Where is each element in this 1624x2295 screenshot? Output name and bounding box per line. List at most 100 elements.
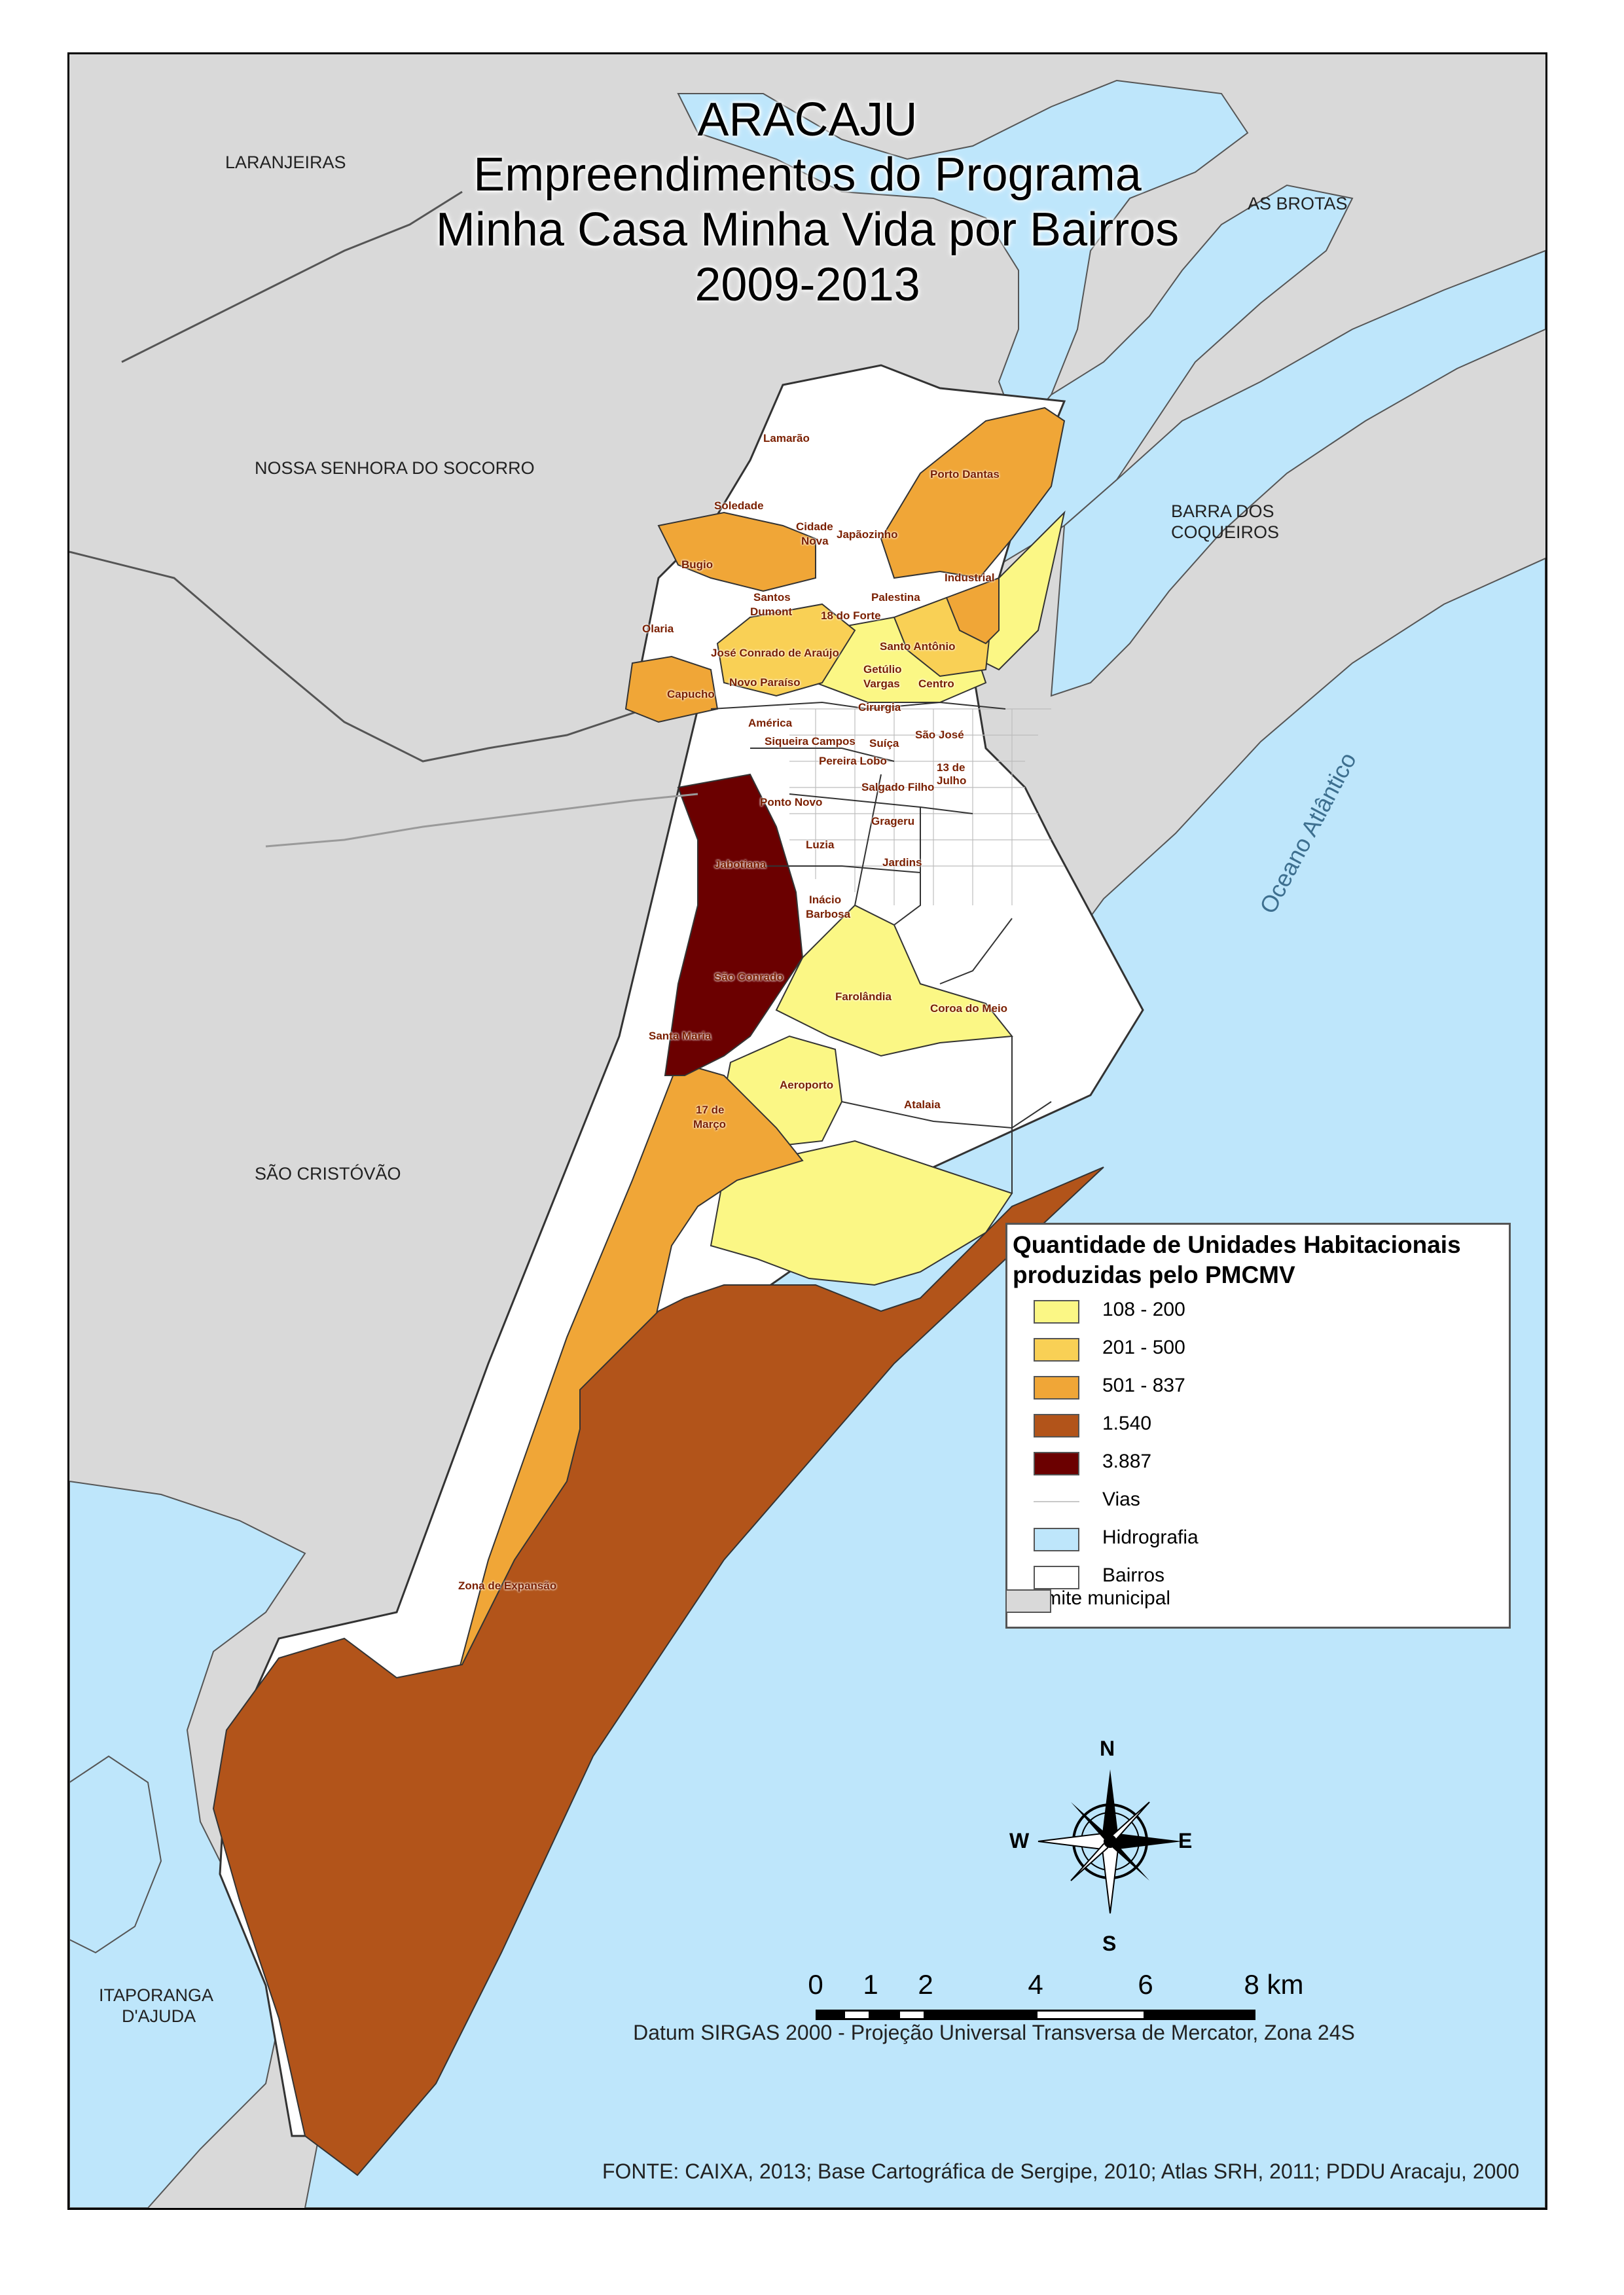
label-ponto-novo: Ponto Novo bbox=[760, 796, 823, 808]
scale-seg-3 bbox=[871, 2010, 898, 2020]
map-canvas[interactable] bbox=[69, 54, 1545, 2208]
legend-vias-line bbox=[1034, 1501, 1079, 1502]
label-getulio-1: Getúlio bbox=[863, 663, 902, 676]
label-farolandia: Farolândia bbox=[835, 990, 892, 1003]
label-luzia: Luzia bbox=[806, 839, 835, 851]
title-line-3: Minha Casa Minha Vida por Bairros bbox=[435, 204, 1180, 256]
compass-w: W bbox=[1009, 1829, 1030, 1852]
river-sergipe bbox=[677, 79, 1249, 435]
legend-title-line-2: produzidas pelo PMCMV bbox=[1013, 1261, 1295, 1288]
legend-limite-text: Limite municipal bbox=[1030, 1587, 1171, 1609]
label-coroa-do-meio: Coroa do Meio bbox=[930, 1002, 1008, 1015]
bairro-jabotiana[interactable] bbox=[664, 773, 804, 1076]
label-salgado-filho: Salgado Filho bbox=[861, 781, 935, 793]
label-novo-paraiso: Novo Paraíso bbox=[729, 676, 801, 689]
legend-bairros-swatch bbox=[1034, 1566, 1079, 1589]
label-jabotiana: Jabotiana bbox=[714, 858, 767, 871]
legend-label-3: 501 - 837 bbox=[1102, 1375, 1185, 1396]
legend-swatch-4 bbox=[1034, 1414, 1079, 1437]
source-note: FONTE: CAIXA, 2013; Base Cartográfica de… bbox=[602, 2159, 1519, 2183]
label-13-julho-1: 13 de bbox=[937, 761, 965, 774]
legend-bairros-label: Bairros bbox=[1102, 1564, 1165, 1586]
label-17-marco-2: Março bbox=[693, 1118, 727, 1130]
legend-swatch-2 bbox=[1034, 1338, 1079, 1362]
compass-n: N bbox=[1100, 1737, 1115, 1760]
label-cidade-nova-1: Cidade bbox=[796, 520, 833, 533]
label-japaozinho: Japãozinho bbox=[837, 528, 898, 541]
label-palestina: Palestina bbox=[871, 591, 920, 604]
scale-tick-6: 6 bbox=[1138, 1969, 1153, 2000]
label-santos-dumont-2: Dumont bbox=[750, 605, 793, 618]
label-america: América bbox=[748, 717, 793, 729]
title-line-1: ARACAJU bbox=[697, 94, 918, 146]
label-capucho: Capucho bbox=[667, 688, 715, 700]
compass-e: E bbox=[1178, 1829, 1193, 1852]
compass-rose-icon bbox=[1038, 1769, 1182, 1914]
label-sao-jose: São José bbox=[915, 729, 964, 741]
place-sao-cristovao: SÃO CRISTÓVÃO bbox=[255, 1164, 401, 1184]
compass-s: S bbox=[1102, 1932, 1117, 1955]
place-socorro: NOSSA SENHORA DO SOCORRO bbox=[255, 458, 535, 478]
label-siqueira: Siqueira Campos bbox=[765, 735, 856, 748]
label-centro: Centro bbox=[918, 678, 954, 690]
label-13-julho-2: Julho bbox=[937, 774, 967, 787]
scale-seg-1 bbox=[816, 2010, 843, 2020]
legend-limite-swatch bbox=[1005, 1589, 1051, 1613]
title-line-2: Empreendimentos do Programa bbox=[473, 149, 1142, 201]
scale-bar: 0 1 2 4 6 8 km bbox=[808, 1969, 1365, 2028]
municipal-boundary-north bbox=[121, 190, 463, 363]
label-grageru: Grageru bbox=[871, 815, 915, 827]
label-aeroporto: Aeroporto bbox=[780, 1079, 834, 1091]
label-jose-conrado: José Conrado de Araújo bbox=[711, 647, 839, 659]
scale-seg-2 bbox=[843, 2010, 871, 2020]
scale-seg-4 bbox=[898, 2010, 926, 2020]
bairro-porto-dantas[interactable] bbox=[880, 407, 1066, 579]
label-bugio: Bugio bbox=[681, 558, 713, 571]
legend-label-2: 201 - 500 bbox=[1102, 1337, 1185, 1358]
label-cirurgia: Cirurgia bbox=[858, 701, 901, 714]
place-laranjeiras: LARANJEIRAS bbox=[225, 153, 346, 172]
place-itaporanga-2: D'AJUDA bbox=[122, 2006, 196, 2026]
label-zona-de-expansao: Zona de Expansão bbox=[458, 1580, 557, 1592]
legend-title-line-1: Quantidade de Unidades Habitacionais bbox=[1013, 1231, 1461, 1258]
bairro-soledade[interactable] bbox=[657, 511, 816, 592]
bairro-japaozinho-area[interactable] bbox=[945, 577, 1000, 645]
legend-limite-label: Limite municipal bbox=[1030, 1587, 1170, 1610]
bairro-aeroporto[interactable] bbox=[710, 1140, 1013, 1286]
scale-tick-8: 8 km bbox=[1244, 1969, 1304, 2000]
label-porto-dantas: Porto Dantas bbox=[930, 468, 1000, 480]
legend-label-5: 3.887 bbox=[1102, 1451, 1152, 1472]
place-barra-2: COQUEIROS bbox=[1171, 522, 1280, 542]
label-olaria: Olaria bbox=[642, 623, 674, 635]
scale-seg-5 bbox=[926, 2010, 1036, 2020]
neighborhood-boundaries bbox=[710, 701, 1052, 1193]
bairro-santos-dumont[interactable] bbox=[716, 603, 856, 697]
main-road bbox=[265, 793, 698, 848]
label-santa-maria: Santa Maria bbox=[649, 1030, 712, 1042]
place-itaporanga-1: ITAPORANGA bbox=[99, 1985, 214, 2005]
river-east-channel bbox=[1050, 249, 1545, 697]
label-sao-conrado: São Conrado bbox=[714, 971, 784, 983]
scale-seg-7 bbox=[1146, 2010, 1255, 2020]
label-18-do-forte: 18 do Forte bbox=[821, 609, 881, 622]
legend-swatch-1 bbox=[1034, 1300, 1079, 1324]
label-suica: Suíça bbox=[869, 737, 899, 750]
label-atalaia: Atalaia bbox=[904, 1098, 941, 1111]
label-santos-dumont-1: Santos bbox=[753, 591, 791, 604]
label-santo-antonio: Santo Antônio bbox=[880, 640, 956, 653]
label-inacio-1: Inácio bbox=[809, 894, 842, 906]
river-vaza-barris bbox=[69, 1480, 306, 2208]
legend-hidrografia-label: Hidrografia bbox=[1102, 1527, 1199, 1548]
label-soledade: Soledade bbox=[714, 499, 764, 512]
label-pereira-lobo: Pereira Lobo bbox=[819, 755, 887, 767]
datum-note: Datum SIRGAS 2000 - Projeção Universal T… bbox=[633, 2021, 1355, 2044]
legend-label-4: 1.540 bbox=[1102, 1413, 1152, 1434]
scale-tick-2: 2 bbox=[918, 1969, 933, 2000]
legend: Quantidade de Unidades Habitacionais pro… bbox=[1005, 1223, 1511, 1629]
bairro-zona-de-expansao[interactable] bbox=[212, 1166, 1104, 2177]
legend-title: Quantidade de Unidades Habitacionais pro… bbox=[1013, 1230, 1510, 1290]
label-industrial: Industrial bbox=[945, 571, 995, 584]
map-frame[interactable]: ARACAJU Empreendimentos do Programa Minh… bbox=[67, 52, 1547, 2210]
place-barra-1: BARRA DOS bbox=[1171, 501, 1274, 521]
label-getulio-2: Vargas bbox=[863, 678, 900, 690]
